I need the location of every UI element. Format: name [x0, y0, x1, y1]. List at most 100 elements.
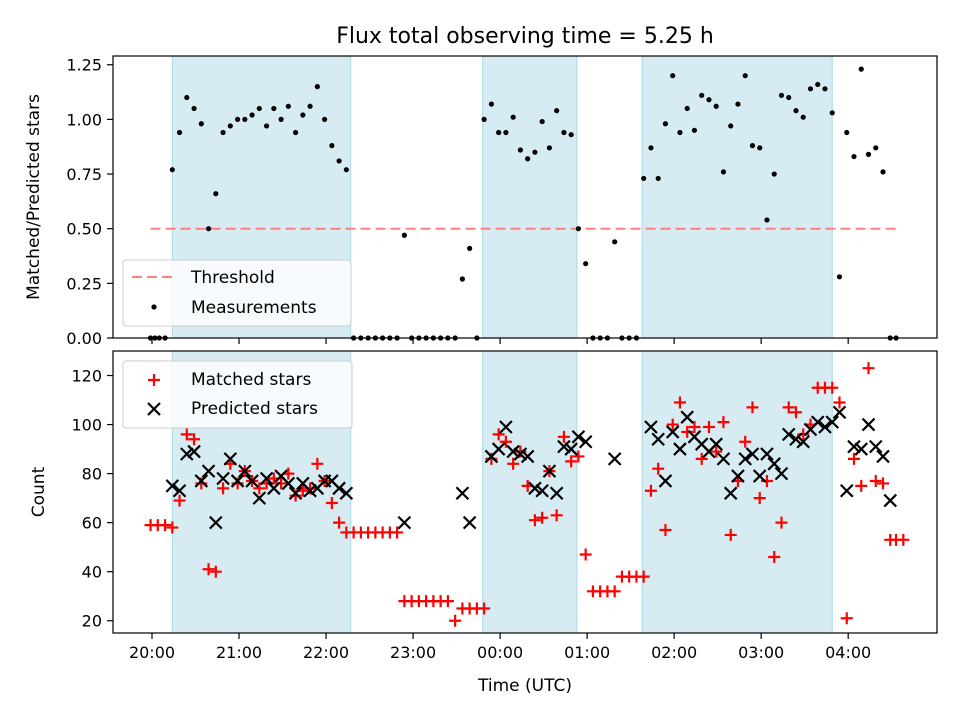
predicted-star-point — [542, 464, 557, 478]
measurement-point — [227, 123, 233, 129]
measurement-point — [343, 167, 349, 173]
predicted-star-point — [709, 437, 723, 451]
predicted-star-point — [165, 479, 180, 493]
predicted-star-point — [760, 447, 774, 461]
predicted-star-point — [868, 439, 883, 454]
measurement-point — [256, 105, 262, 112]
measurement-point — [771, 171, 777, 177]
measurement-point — [641, 175, 647, 182]
predicted-star-point — [491, 442, 506, 456]
predicted-star-point — [332, 481, 346, 496]
predicted-star-point — [506, 444, 520, 459]
legend-measurements-swatch — [151, 304, 157, 310]
matched-star-point — [311, 457, 324, 470]
matched-star-point — [897, 533, 910, 546]
matched-star-point — [180, 428, 193, 441]
bottom-y-tick-label: 100 — [71, 416, 102, 435]
matched-star-point — [478, 602, 491, 615]
top-y-tick-label: 1.25 — [66, 56, 102, 75]
matched-star-point — [702, 421, 715, 434]
predicted-star-point — [680, 410, 694, 424]
predicted-star-point — [781, 427, 796, 442]
matched-star-point — [789, 406, 802, 419]
measurement-point — [503, 129, 509, 136]
predicted-star-point — [281, 476, 296, 491]
matched-star-point — [333, 516, 346, 529]
matched-star-point — [202, 563, 215, 576]
matched-star-point — [673, 396, 686, 409]
predicted-star-point — [528, 481, 542, 496]
legend-matched-label: Matched stars — [191, 370, 311, 390]
measurement-point — [459, 276, 465, 282]
measurement-point — [467, 245, 473, 251]
matched-star-point — [753, 492, 766, 505]
predicted-star-point — [738, 452, 752, 466]
x-tick-label: 01:00 — [564, 643, 610, 662]
predicted-star-point — [201, 464, 216, 478]
predicted-star-point — [745, 447, 760, 461]
predicted-star-point — [876, 449, 890, 464]
predicted-star-point — [194, 474, 209, 488]
top-y-tick-label: 1.00 — [66, 110, 102, 129]
matched-star-point — [325, 497, 338, 510]
predicted-star-point — [767, 457, 781, 471]
measurement-point — [184, 94, 190, 101]
legend-threshold-label: Threshold — [190, 268, 275, 288]
measurement-point — [742, 73, 748, 79]
matched-star-point — [695, 452, 708, 465]
top-y-ticks: 0.00 0.25 0.50 0.75 1.00 1.25 — [66, 56, 113, 348]
measurement-point — [670, 73, 676, 79]
predicted-star-point — [267, 481, 281, 496]
matched-star-point — [688, 421, 701, 434]
top-panel: 0.00 0.25 0.50 0.75 1.00 1.25 Matched/Predict… — [24, 55, 938, 348]
predicted-star-point — [397, 515, 412, 530]
measurement-point — [525, 156, 531, 162]
matched-star-point — [253, 482, 266, 495]
predicted-star-point — [187, 444, 201, 459]
predicted-star-point — [259, 471, 274, 486]
matched-star-point — [847, 452, 860, 465]
predicted-star-point — [557, 439, 571, 454]
predicted-star-point — [455, 486, 470, 501]
measurement-point — [307, 103, 313, 109]
bottom-y-tick-label: 20 — [82, 612, 102, 631]
measurement-point — [655, 175, 661, 182]
predicted-star-point — [520, 449, 535, 464]
measurement-point — [213, 191, 219, 197]
predicted-star-point — [825, 415, 840, 429]
measurement-point — [488, 101, 494, 107]
matched-star-point — [188, 433, 201, 446]
measurement-point — [285, 103, 291, 109]
top-y-axis-label: Matched/Predicted stars — [24, 94, 44, 300]
predicted-star-point — [752, 469, 767, 483]
bottom-y-ticks: 20 40 60 80 100 120 — [71, 367, 113, 631]
measurement-point — [314, 84, 320, 90]
measurement-point — [278, 116, 284, 122]
predicted-star-point — [245, 474, 259, 488]
predicted-star-point — [288, 486, 303, 501]
x-axis-label: Time (UTC) — [477, 676, 572, 696]
measurement-point — [568, 132, 574, 138]
matched-star-point — [572, 450, 585, 463]
matched-star-point — [492, 428, 505, 441]
predicted-star-point — [658, 474, 673, 488]
predicted-star-point — [513, 447, 528, 461]
top-y-tick-label: 0.00 — [66, 329, 102, 348]
measurement-point — [699, 92, 705, 98]
measurement-point — [793, 108, 799, 114]
measurement-point — [648, 145, 654, 151]
measurement-point — [575, 226, 582, 232]
measurement-point — [169, 167, 175, 173]
predicted-star-point — [839, 483, 854, 498]
predicted-star-point — [651, 432, 665, 447]
matched-star-point — [768, 550, 781, 563]
measurement-point — [662, 121, 669, 127]
matched-star-point — [557, 430, 570, 443]
predicted-star-point — [578, 434, 593, 449]
matched-star-point — [760, 474, 773, 487]
predicted-star-point — [238, 464, 252, 478]
measurement-point — [836, 274, 843, 280]
predicted-star-point — [810, 415, 825, 429]
predicted-star-point — [230, 474, 245, 488]
matched-star-point — [869, 474, 882, 487]
